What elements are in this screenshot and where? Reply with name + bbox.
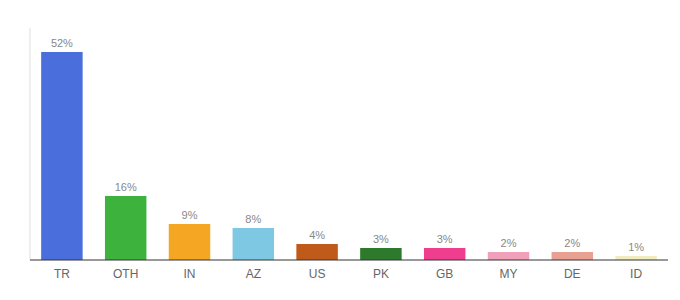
data-label: 3% (437, 233, 453, 245)
data-label: 2% (564, 237, 580, 249)
bar (615, 256, 656, 260)
data-label: 8% (245, 213, 261, 225)
data-label: 4% (309, 229, 325, 241)
x-tick-label: OTH (113, 267, 138, 281)
data-label: 9% (182, 209, 198, 221)
x-tick-label: MY (500, 267, 518, 281)
data-label: 52% (51, 37, 73, 49)
x-tick-label: TR (54, 267, 70, 281)
chart-svg: 52% 16% 9% 8% 4% 3% 3% 2% 2% 1% TR OTH IN AZ US PK GB MY D… (0, 0, 680, 300)
bar (360, 248, 401, 260)
data-label: 1% (628, 241, 644, 253)
bar (233, 228, 274, 260)
data-label: 16% (115, 181, 137, 193)
y-axis-line (30, 28, 31, 260)
x-tick-label: PK (373, 267, 389, 281)
data-label: 3% (373, 233, 389, 245)
data-label: 2% (501, 237, 517, 249)
x-tick-label: ID (630, 267, 642, 281)
x-tick-label: DE (564, 267, 581, 281)
bar (296, 244, 337, 260)
bar (424, 248, 465, 260)
bar (41, 52, 82, 260)
bar (105, 196, 146, 260)
bar (169, 224, 210, 260)
x-tick-label: AZ (246, 267, 261, 281)
x-tick-labels: TR OTH IN AZ US PK GB MY DE ID (54, 267, 643, 281)
chart-container: 52% 16% 9% 8% 4% 3% 3% 2% 2% 1% TR OTH IN AZ US PK GB MY D… (0, 0, 680, 300)
bar (552, 252, 593, 260)
x-tick-label: US (309, 267, 326, 281)
x-axis-line (30, 260, 668, 261)
data-labels: 52% 16% 9% 8% 4% 3% 3% 2% 2% 1% (51, 37, 644, 253)
bars (41, 52, 657, 260)
x-tick-label: GB (436, 267, 453, 281)
x-tick-label: IN (184, 267, 196, 281)
bar (488, 252, 529, 260)
